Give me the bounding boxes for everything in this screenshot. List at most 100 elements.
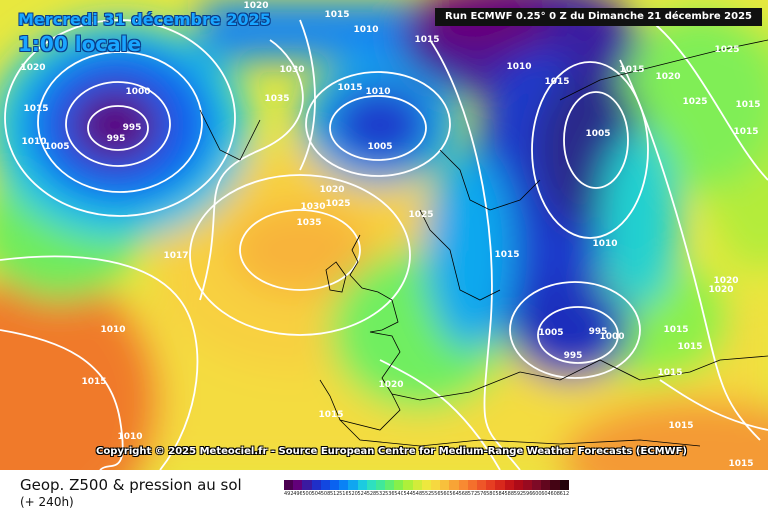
pressure-label: 1025 bbox=[408, 210, 433, 220]
pressure-label: 995 bbox=[589, 327, 608, 337]
color-scale bbox=[284, 480, 569, 490]
scale-swatch bbox=[431, 480, 441, 490]
pressure-label: 1015 bbox=[657, 368, 682, 378]
scale-swatch bbox=[311, 480, 321, 490]
pressure-label: 1030 bbox=[300, 202, 325, 212]
scale-label: 560 bbox=[440, 491, 450, 497]
pressure-label: 1015 bbox=[728, 459, 753, 469]
scale-swatch bbox=[385, 480, 395, 490]
scale-swatch bbox=[403, 480, 413, 490]
scale-swatch bbox=[412, 480, 422, 490]
scale-swatch bbox=[532, 480, 542, 490]
scale-label: 576 bbox=[476, 491, 487, 497]
pressure-label: 1010 bbox=[592, 239, 617, 249]
scale-label: 568 bbox=[458, 491, 468, 497]
scale-swatch bbox=[495, 480, 505, 490]
scale-swatch bbox=[320, 480, 330, 490]
scale-swatch bbox=[559, 480, 569, 490]
scale-label: 544 bbox=[403, 491, 413, 497]
pressure-label: 1015 bbox=[677, 342, 702, 352]
pressure-label: 1015 bbox=[81, 377, 106, 387]
pressure-label: 1015 bbox=[318, 410, 343, 420]
scale-swatch bbox=[440, 480, 450, 490]
scale-label: 496 bbox=[293, 491, 303, 497]
scale-label: 532 bbox=[375, 491, 386, 497]
pressure-label: 1010 bbox=[100, 325, 125, 335]
pressure-label: 1015 bbox=[324, 10, 349, 20]
pressure-labels: 1020101510101015102010151010100510009959… bbox=[20, 1, 760, 469]
scale-label: 524 bbox=[357, 491, 367, 497]
scale-swatch bbox=[375, 480, 386, 490]
scale-label: 516 bbox=[339, 491, 349, 497]
pressure-label: 1000 bbox=[125, 87, 150, 97]
pressure-label: 1010 bbox=[353, 25, 378, 35]
weather-map: 1020101510101015102010151010100510009959… bbox=[0, 0, 768, 470]
pressure-label: 1035 bbox=[296, 218, 321, 228]
pressure-label: 995 bbox=[564, 351, 583, 361]
pressure-label: 1005 bbox=[538, 328, 563, 338]
scale-label: 540 bbox=[394, 491, 404, 497]
pressure-label: 1015 bbox=[619, 65, 644, 75]
pressure-label: 1025 bbox=[682, 97, 707, 107]
scale-label: 536 bbox=[385, 491, 395, 497]
scale-label: 592 bbox=[513, 491, 523, 497]
pressure-label: 995 bbox=[123, 123, 142, 133]
forecast-lead-time: (+ 240h) bbox=[20, 495, 74, 509]
scale-label: 580 bbox=[486, 491, 496, 497]
color-scale-labels: 492 496 500 504 508 512 516 520 524 528 532 536 540 5… bbox=[284, 491, 569, 497]
scale-swatch bbox=[421, 480, 431, 490]
pressure-label: 1025 bbox=[325, 199, 350, 209]
scale-swatch bbox=[504, 480, 514, 490]
isobar-lines bbox=[0, 19, 768, 470]
pressure-label: 1015 bbox=[668, 421, 693, 431]
scale-label: 572 bbox=[467, 491, 477, 497]
scale-label: 552 bbox=[421, 491, 431, 497]
pressure-label: 1015 bbox=[23, 104, 48, 114]
scale-label: 520 bbox=[348, 491, 358, 497]
scale-label: 504 bbox=[311, 491, 321, 497]
scale-label: 528 bbox=[366, 491, 376, 497]
scale-label: 584 bbox=[495, 491, 505, 497]
scale-swatch bbox=[476, 480, 487, 490]
product-title: Geop. Z500 & pression au sol bbox=[20, 476, 242, 494]
scale-label: 556 bbox=[431, 491, 441, 497]
pressure-label: 1010 bbox=[365, 87, 390, 97]
scale-swatch bbox=[366, 480, 376, 490]
scale-label: 604 bbox=[541, 491, 551, 497]
pressure-label: 1015 bbox=[733, 127, 758, 137]
pressure-label: 1015 bbox=[663, 325, 688, 335]
pressure-label: 1015 bbox=[414, 35, 439, 45]
pressure-label: 1020 bbox=[708, 285, 733, 295]
pressure-label: 1020 bbox=[243, 1, 268, 11]
scale-label: 588 bbox=[504, 491, 514, 497]
pressure-label: 1000 bbox=[599, 332, 624, 342]
pressure-label: 1020 bbox=[655, 72, 680, 82]
run-info-box: Run ECMWF 0.25° 0 Z du Dimanche 21 décem… bbox=[435, 8, 762, 26]
pressure-label: 1005 bbox=[585, 129, 610, 139]
scale-swatch bbox=[486, 480, 496, 490]
pressure-label: 995 bbox=[107, 134, 126, 144]
scale-label: 600 bbox=[532, 491, 542, 497]
pressure-label: 1025 bbox=[714, 45, 739, 55]
pressure-label: 1015 bbox=[494, 250, 519, 260]
scale-swatch bbox=[357, 480, 367, 490]
pressure-label: 1015 bbox=[337, 83, 362, 93]
scale-swatch bbox=[467, 480, 477, 490]
scale-swatch bbox=[293, 480, 303, 490]
scale-swatch bbox=[458, 480, 468, 490]
scale-swatch bbox=[522, 480, 533, 490]
copyright-text: Copyright © 2025 Meteociel.fr - Source E… bbox=[96, 446, 687, 457]
pressure-label: 1030 bbox=[279, 65, 304, 75]
scale-label: 548 bbox=[412, 491, 422, 497]
scale-label: 500 bbox=[302, 491, 312, 497]
scale-label: 564 bbox=[449, 491, 459, 497]
pressure-label: 1017 bbox=[163, 251, 188, 261]
scale-label: 492 bbox=[284, 491, 294, 497]
coastlines bbox=[199, 39, 768, 447]
pressure-label: 1010 bbox=[21, 137, 46, 147]
scale-swatch bbox=[348, 480, 358, 490]
scale-swatch bbox=[449, 480, 459, 490]
scale-label: 512 bbox=[329, 491, 340, 497]
scale-label: 612 bbox=[559, 491, 569, 497]
pressure-label: 1020 bbox=[713, 276, 738, 286]
